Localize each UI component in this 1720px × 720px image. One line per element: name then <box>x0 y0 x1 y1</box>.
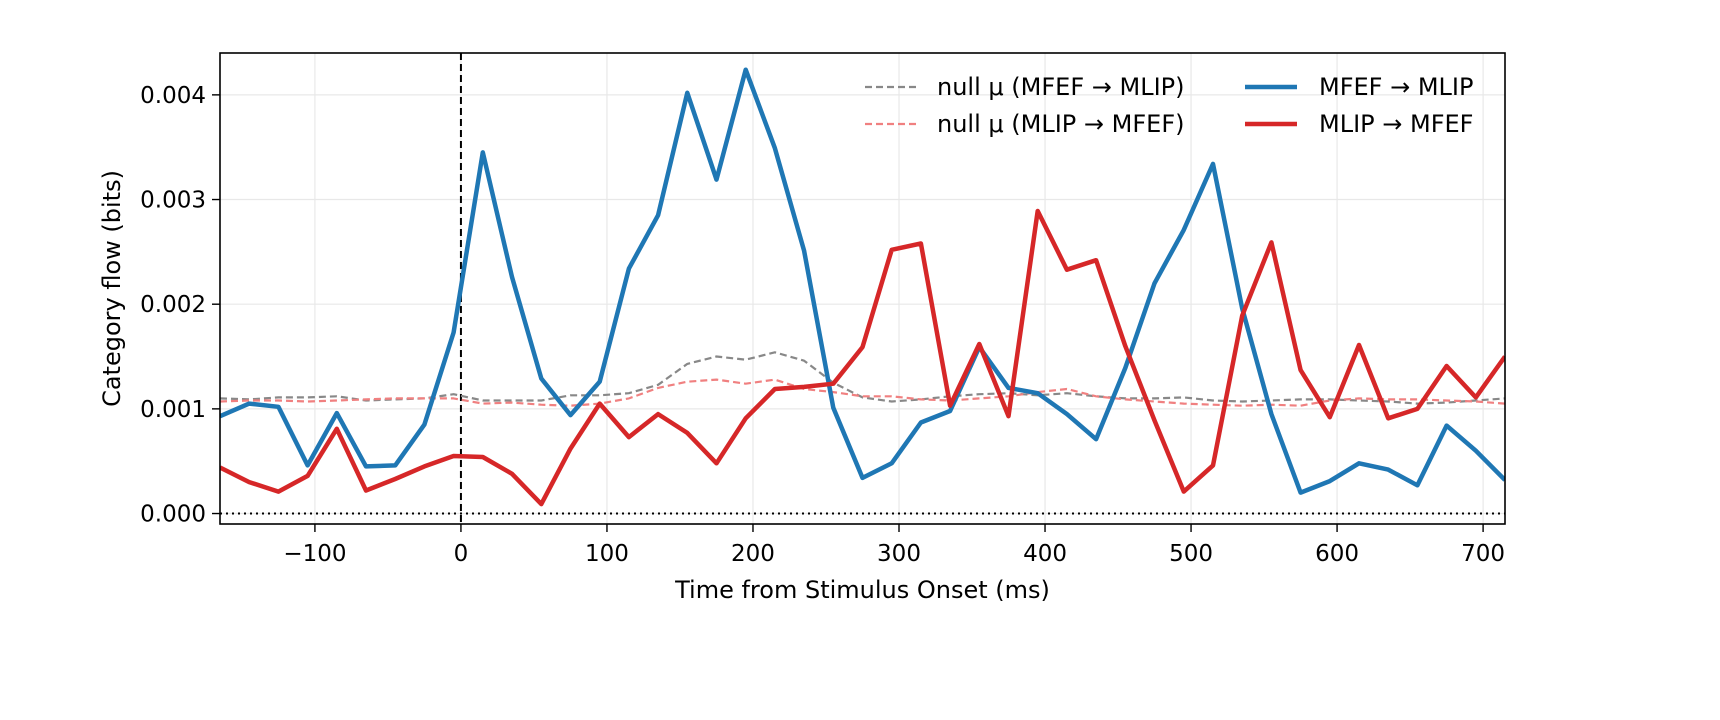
y-tick-label: 0.001 <box>140 397 206 423</box>
series-line-2 <box>220 67 1505 495</box>
series-line-3 <box>220 208 1505 507</box>
legend-entry-1: null μ (MLIP → MFEF) <box>937 110 1185 138</box>
y-tick-label: 0.002 <box>140 292 206 318</box>
x-axis-label: Time from Stimulus Onset (ms) <box>674 576 1050 604</box>
x-tick-label: 0 <box>454 541 469 567</box>
legend: null μ (MFEF → MLIP) null μ (MLIP → MFEF)… <box>865 73 1473 138</box>
x-tick-label: 700 <box>1461 541 1505 567</box>
legend-entry-0: null μ (MFEF → MLIP) <box>937 73 1185 101</box>
x-axis: −100 0 100 200 300 400 500 600 700 <box>283 524 1505 567</box>
x-tick-label: 100 <box>585 541 629 567</box>
plot-series-group <box>220 67 1505 507</box>
y-tick-label: 0.003 <box>140 188 206 214</box>
y-axis-label: Category flow (bits) <box>98 170 126 407</box>
x-tick-label: −100 <box>283 541 346 567</box>
x-tick-label: 400 <box>1023 541 1067 567</box>
plot-frame <box>219 52 1506 525</box>
y-tick-label: 0.000 <box>140 502 206 528</box>
y-axis: 0.000 0.001 0.002 0.003 0.004 <box>140 83 220 528</box>
series-layer <box>220 67 1505 507</box>
x-tick-label: 300 <box>877 541 921 567</box>
legend-entry-3: MLIP → MFEF <box>1319 110 1473 138</box>
x-tick-label: 600 <box>1315 541 1359 567</box>
grid <box>220 53 1505 524</box>
x-tick-label: 500 <box>1169 541 1213 567</box>
x-tick-label: 200 <box>731 541 775 567</box>
legend-entry-2: MFEF → MLIP <box>1319 73 1473 101</box>
y-tick-label: 0.004 <box>140 83 206 109</box>
